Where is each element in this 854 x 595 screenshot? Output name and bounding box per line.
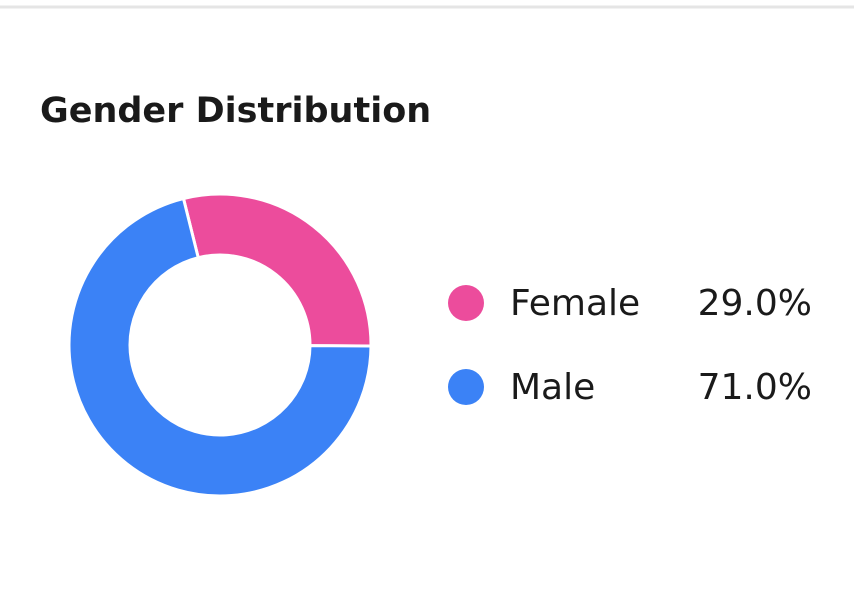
donut-slice — [181, 192, 373, 348]
donut-slice — [67, 196, 373, 498]
legend-marker — [448, 369, 484, 405]
legend-label: Female — [510, 283, 640, 324]
chart-title: Gender Distribution — [40, 91, 431, 131]
legend-marker — [448, 285, 484, 321]
legend-value: 71.0% — [698, 367, 812, 408]
legend-value: 29.0% — [698, 283, 812, 324]
legend-label: Male — [510, 367, 595, 408]
